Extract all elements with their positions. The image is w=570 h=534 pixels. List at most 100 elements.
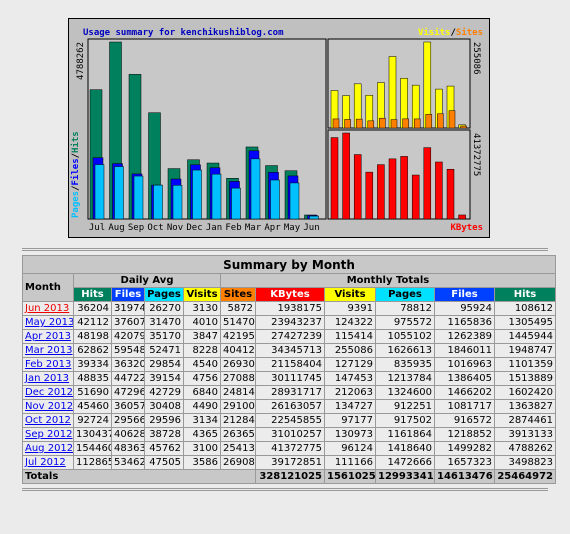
month-link[interactable]: Dec 2012 [25, 387, 73, 398]
number-cell: 21158404 [256, 358, 324, 371]
bar [353, 154, 362, 220]
month-cell: Apr 2013 [23, 330, 73, 343]
bar [446, 168, 455, 220]
month-link[interactable]: Jan 2013 [25, 373, 70, 384]
number-cell: 36320 [112, 358, 144, 371]
total-cell: 25464972 [495, 470, 555, 483]
number-cell: 1466202 [435, 386, 494, 399]
month-header: Month [23, 274, 73, 301]
month-link[interactable]: Jun 2013 [25, 303, 70, 314]
month-link[interactable]: Mar 2013 [25, 345, 73, 356]
bar [133, 175, 144, 220]
bar [250, 158, 261, 220]
number-cell: 115414 [325, 330, 375, 343]
month-row: Mar 2013 62862 59548 52471 8228 40412 34345713… [23, 344, 555, 357]
number-cell: 42729 [145, 386, 183, 399]
number-cell: 111166 [325, 456, 375, 469]
number-cell: 4788262 [495, 442, 555, 455]
x-tick-label: Oct [147, 223, 163, 233]
month-link[interactable]: Jul 2012 [25, 457, 66, 468]
number-cell: 42195 [221, 330, 255, 343]
bar [289, 182, 300, 220]
bar [94, 164, 105, 220]
month-link[interactable]: Sep 2012 [25, 429, 73, 440]
number-cell: 1213784 [376, 372, 434, 385]
totals-label: Totals [23, 470, 255, 483]
number-cell: 3100 [184, 442, 220, 455]
number-cell: 1363827 [495, 400, 555, 413]
number-cell: 1602420 [495, 386, 555, 399]
usage-chart: Usage summary for kenchikushiblog.com 47… [68, 18, 490, 238]
month-link[interactable]: Oct 2012 [25, 415, 71, 426]
total-cell: 1561025 [325, 470, 375, 483]
number-cell: 26930 [221, 358, 255, 371]
month-link[interactable]: Apr 2013 [25, 331, 71, 342]
column-header: Hits [74, 288, 111, 301]
month-cell: Nov 2012 [23, 400, 73, 413]
number-cell: 22545855 [256, 414, 324, 427]
month-row: Jun 2013 36204 31974 26270 3130 5872 1938175 93… [23, 302, 555, 315]
plot-area [327, 38, 471, 129]
month-row: Dec 2012 51690 47296 42729 6840 24814 28931717… [23, 386, 555, 399]
number-cell: 26365 [221, 428, 255, 441]
number-cell: 26163057 [256, 400, 324, 413]
legend: Pages/Files/Hits [70, 131, 81, 218]
number-cell: 36057 [112, 400, 144, 413]
number-cell: 53462 [112, 456, 144, 469]
table-title: Summary by Month [23, 256, 555, 273]
column-header: Files [112, 288, 144, 301]
number-cell: 29566 [112, 414, 144, 427]
number-cell: 1262389 [435, 330, 494, 343]
number-cell: 21284 [221, 414, 255, 427]
number-cell: 78812 [376, 302, 434, 315]
x-tick-label: Jun [303, 223, 319, 233]
number-cell: 127129 [325, 358, 375, 371]
legend-separator: / [71, 153, 81, 158]
number-cell: 1445944 [495, 330, 555, 343]
number-cell: 37607 [112, 316, 144, 329]
bar [367, 120, 375, 129]
month-cell: Oct 2012 [23, 414, 73, 427]
month-link[interactable]: Aug 2012 [25, 443, 73, 454]
number-cell: 1081717 [435, 400, 494, 413]
number-cell: 147453 [325, 372, 375, 385]
column-header: Hits [495, 288, 555, 301]
column-header: Files [435, 288, 494, 301]
number-cell: 1513889 [495, 372, 555, 385]
number-cell: 44722 [112, 372, 144, 385]
month-cell: May 2013 [23, 316, 73, 329]
x-tick-label: Nov [167, 223, 183, 233]
legend-entry: Hits [70, 131, 81, 153]
number-cell: 975572 [376, 316, 434, 329]
month-cell: Mar 2013 [23, 344, 73, 357]
total-cell: 328121025 [256, 470, 324, 483]
month-link[interactable]: Nov 2012 [25, 401, 73, 412]
column-row: Hits Files Pages Visits Sites KBytes Visits Pag… [23, 288, 555, 301]
y-tick-label: 4788262 [76, 42, 86, 80]
month-link[interactable]: Feb 2013 [25, 359, 72, 370]
number-cell: 1161864 [376, 428, 434, 441]
number-cell: 130973 [325, 428, 375, 441]
month-row: Feb 2013 39334 36320 29854 4540 26930 21158404… [23, 358, 555, 371]
month-link[interactable]: May 2013 [25, 317, 73, 328]
bar [344, 119, 351, 129]
number-cell: 62862 [74, 344, 111, 357]
number-cell: 1657323 [435, 456, 494, 469]
x-tick-label: Aug [108, 223, 124, 233]
legend-entry: Sites [456, 27, 483, 38]
y-tick-label: 255086 [471, 42, 481, 75]
total-cell: 12993341 [376, 470, 434, 483]
number-cell: 38728 [145, 428, 183, 441]
number-cell: 26908 [221, 456, 255, 469]
number-cell: 4756 [184, 372, 220, 385]
bar [365, 171, 374, 220]
group-header: Monthly Totals [221, 274, 555, 287]
number-cell: 124322 [325, 316, 375, 329]
chart-title: Usage summary for kenchikushiblog.com [83, 27, 284, 38]
month-row: Jul 2012 112865 53462 47505 3586 26908 3917285… [23, 456, 555, 469]
number-cell: 45460 [74, 400, 111, 413]
month-cell: Dec 2012 [23, 386, 73, 399]
number-cell: 130437 [74, 428, 111, 441]
bar [413, 118, 421, 129]
number-cell: 28931717 [256, 386, 324, 399]
